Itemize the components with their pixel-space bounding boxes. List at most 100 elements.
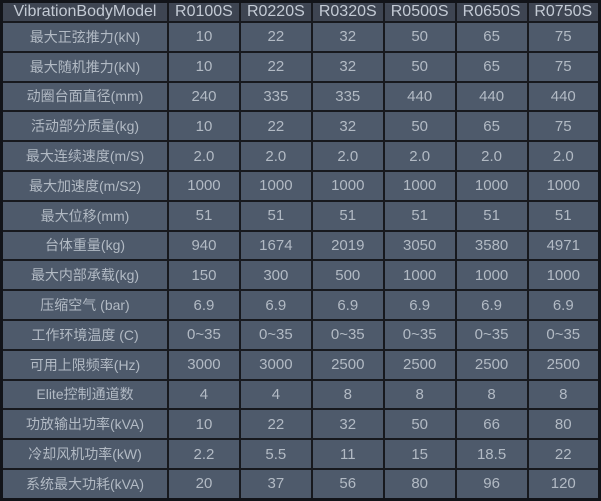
value-cell: 6.9 [382, 289, 457, 321]
value-cell: 0~35 [382, 318, 457, 351]
value-cell: 8 [526, 378, 601, 411]
value-cell: 1000 [310, 169, 385, 202]
value-cell: 8 [310, 378, 385, 411]
header-cell: R0650S [454, 0, 529, 23]
value-cell: 96 [454, 467, 529, 501]
value-cell: 8 [454, 378, 529, 411]
header-cell: R0320S [310, 0, 385, 23]
value-cell: 2.0 [526, 140, 601, 172]
value-cell: 11 [310, 438, 385, 470]
table-row: 最大随机推力(kN) 10 22 32 50 65 75 [0, 50, 601, 83]
value-cell: 80 [526, 408, 601, 441]
value-cell: 2500 [310, 348, 385, 381]
value-cell: 32 [310, 408, 385, 441]
row-label-cell: 最大连续速度(m/S) [0, 140, 169, 172]
value-cell: 1000 [167, 169, 241, 202]
table-body: 最大正弦推力(kN) 10 22 32 50 65 75 最大随机推力(kN) 10 22 32 50… [0, 21, 601, 501]
header-cell-model: VibrationBodyModel [0, 0, 169, 23]
value-cell: 22 [238, 110, 313, 143]
value-cell: 80 [382, 467, 457, 501]
value-cell: 22 [238, 408, 313, 441]
header-cell: R0750S [526, 0, 601, 23]
row-label-cell: 最大正弦推力(kN) [0, 21, 169, 53]
row-label-cell: 最大加速度(m/S2) [0, 169, 169, 202]
value-cell: 335 [310, 80, 385, 113]
table-row: 工作环境温度 (C) 0~35 0~35 0~35 0~35 0~35 0~35 [0, 318, 601, 351]
row-label-cell: 系统最大功耗(kVA) [0, 467, 169, 501]
value-cell: 10 [167, 408, 241, 441]
value-cell: 75 [526, 50, 601, 83]
value-cell: 50 [382, 408, 457, 441]
value-cell: 2.0 [382, 140, 457, 172]
value-cell: 1000 [382, 259, 457, 292]
table-row: 最大连续速度(m/S) 2.0 2.0 2.0 2.0 2.0 2.0 [0, 140, 601, 172]
value-cell: 4 [167, 378, 241, 411]
value-cell: 51 [310, 199, 385, 232]
value-cell: 2500 [526, 348, 601, 381]
value-cell: 4971 [526, 229, 601, 262]
table-row: 可用上限频率(Hz) 3000 3000 2500 2500 2500 2500 [0, 348, 601, 381]
table-row: 动圈台面直径(mm) 240 335 335 440 440 440 [0, 80, 601, 113]
row-label-cell: 动圈台面直径(mm) [0, 80, 169, 113]
row-label-cell: Elite控制通道数 [0, 378, 169, 411]
value-cell: 50 [382, 110, 457, 143]
value-cell: 440 [454, 80, 529, 113]
value-cell: 1000 [526, 259, 601, 292]
value-cell: 51 [526, 199, 601, 232]
table-row: 最大内部承载(kg) 150 300 500 1000 1000 1000 [0, 259, 601, 292]
value-cell: 300 [238, 259, 313, 292]
value-cell: 8 [382, 378, 457, 411]
value-cell: 0~35 [526, 318, 601, 351]
value-cell: 240 [167, 80, 241, 113]
value-cell: 10 [167, 110, 241, 143]
value-cell: 2.0 [310, 140, 385, 172]
row-label-cell: 最大内部承载(kg) [0, 259, 169, 292]
value-cell: 65 [454, 21, 529, 53]
value-cell: 6.9 [454, 289, 529, 321]
value-cell: 51 [454, 199, 529, 232]
value-cell: 22 [238, 21, 313, 53]
value-cell: 1000 [454, 169, 529, 202]
value-cell: 1674 [238, 229, 313, 262]
value-cell: 440 [382, 80, 457, 113]
value-cell: 2500 [382, 348, 457, 381]
row-label-cell: 台体重量(kg) [0, 229, 169, 262]
table-row: 最大正弦推力(kN) 10 22 32 50 65 75 [0, 21, 601, 53]
value-cell: 6.9 [238, 289, 313, 321]
value-cell: 75 [526, 21, 601, 53]
value-cell: 6.9 [310, 289, 385, 321]
value-cell: 2500 [454, 348, 529, 381]
value-cell: 3050 [382, 229, 457, 262]
value-cell: 4 [238, 378, 313, 411]
table-row: 最大位移(mm) 51 51 51 51 51 51 [0, 199, 601, 232]
value-cell: 3000 [167, 348, 241, 381]
row-label-cell: 压缩空气 (bar) [0, 289, 169, 321]
value-cell: 0~35 [454, 318, 529, 351]
value-cell: 15 [382, 438, 457, 470]
value-cell: 6.9 [526, 289, 601, 321]
value-cell: 10 [167, 50, 241, 83]
value-cell: 2.0 [454, 140, 529, 172]
row-label-cell: 最大随机推力(kN) [0, 50, 169, 83]
value-cell: 1000 [454, 259, 529, 292]
value-cell: 2019 [310, 229, 385, 262]
table-row: 最大加速度(m/S2) 1000 1000 1000 1000 1000 1000 [0, 169, 601, 202]
value-cell: 0~35 [167, 318, 241, 351]
value-cell: 1000 [238, 169, 313, 202]
value-cell: 51 [238, 199, 313, 232]
value-cell: 37 [238, 467, 313, 501]
value-cell: 75 [526, 110, 601, 143]
value-cell: 56 [310, 467, 385, 501]
value-cell: 32 [310, 110, 385, 143]
value-cell: 32 [310, 50, 385, 83]
value-cell: 22 [526, 438, 601, 470]
value-cell: 6.9 [167, 289, 241, 321]
value-cell: 2.0 [238, 140, 313, 172]
value-cell: 66 [454, 408, 529, 441]
value-cell: 65 [454, 110, 529, 143]
value-cell: 120 [526, 467, 601, 501]
table-row: 压缩空气 (bar) 6.9 6.9 6.9 6.9 6.9 6.9 [0, 289, 601, 321]
value-cell: 1000 [382, 169, 457, 202]
